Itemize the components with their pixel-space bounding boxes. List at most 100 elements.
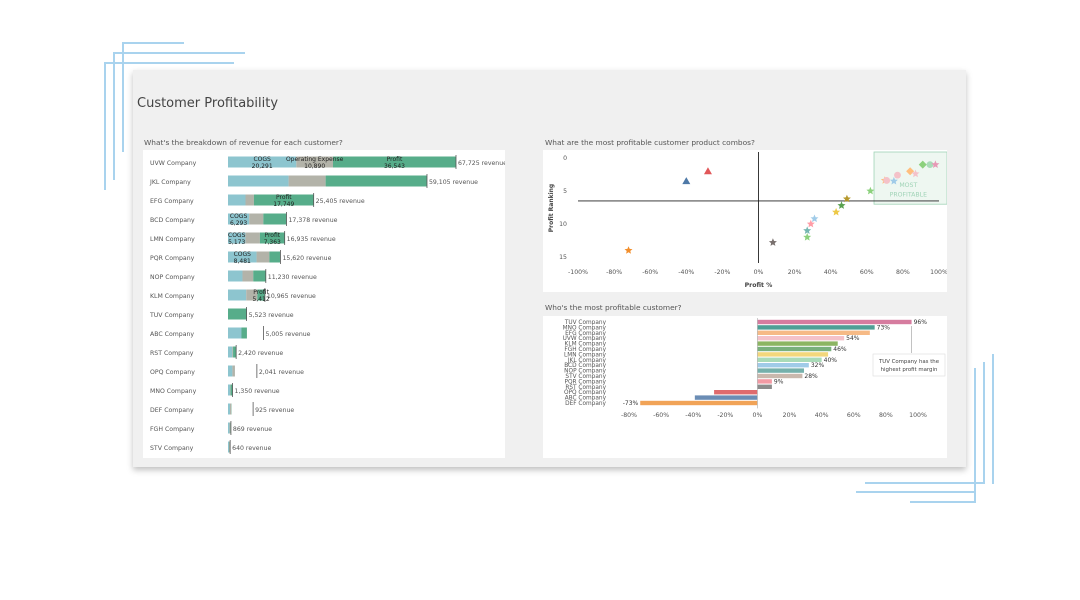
- decor-line: [122, 42, 184, 44]
- opex-bar: [245, 232, 260, 244]
- breakdown-title: What's the breakdown of revenue for each…: [144, 138, 343, 147]
- cogs-bar: [228, 327, 242, 339]
- bar-annotation-label: COGS: [228, 232, 246, 239]
- x-tick-label: 60%: [847, 412, 861, 419]
- bar-annotation-value: 6,293: [230, 220, 247, 227]
- scatter-point: [866, 186, 875, 195]
- cogs-bar: [228, 384, 231, 396]
- scatter-point: [806, 219, 815, 228]
- cogs-bar: [228, 194, 246, 206]
- margin-chart: TUV Company 96% MNO Company 73% EFG Company U…: [543, 316, 947, 458]
- y-tick-label: 5: [563, 188, 567, 195]
- category-label: KLM Company: [565, 342, 607, 348]
- category-label: RST Company: [565, 385, 606, 391]
- breakdown-chart: UVW Company 67,725 revenue JKL Company 59,1…: [143, 150, 507, 458]
- revenue-label: 25,405 revenue: [316, 198, 365, 205]
- decor-line: [865, 482, 985, 484]
- cogs-bar: [228, 232, 246, 244]
- profit-bar: [259, 232, 285, 244]
- category-label: RST Company: [150, 350, 194, 357]
- bar-annotation-label: Profit: [253, 289, 269, 296]
- margin-bar: [714, 390, 758, 395]
- x-tick-label: 60%: [860, 269, 874, 276]
- x-axis-title: Profit %: [745, 282, 773, 289]
- bar-annotation-value: 10,890: [304, 163, 325, 170]
- opex-bar: [230, 403, 232, 415]
- scatter-point: [810, 214, 819, 223]
- cogs-bar: [228, 175, 289, 187]
- decor-line: [910, 501, 976, 503]
- value-label: 9%: [774, 378, 784, 385]
- category-label: JKL Company: [149, 179, 191, 186]
- bar-annotation-label: COGS: [230, 213, 248, 220]
- revenue-label: 17,378 revenue: [288, 217, 337, 224]
- x-tick-label: -80%: [621, 412, 637, 419]
- revenue-label: 5,005 revenue: [265, 331, 310, 338]
- margin-title: Who's the most profitable customer?: [545, 303, 682, 312]
- opex-bar: [229, 441, 230, 453]
- category-label: JKL Company: [567, 358, 607, 364]
- revenue-label: 5,523 revenue: [249, 312, 294, 319]
- profit-bar: [253, 194, 314, 206]
- scatter-point: [682, 177, 691, 185]
- decor-line: [113, 52, 115, 180]
- opex-bar: [246, 289, 258, 301]
- revenue-label: 16,935 revenue: [287, 236, 336, 243]
- margin-bar: [757, 336, 845, 341]
- revenue-label: 67,725 revenue: [458, 160, 505, 167]
- category-label: KLM Company: [150, 293, 195, 300]
- x-tick-label: 80%: [896, 269, 910, 276]
- category-label: MNO Company: [563, 325, 607, 331]
- x-tick-label: -60%: [642, 269, 658, 276]
- value-label: 32%: [811, 362, 825, 369]
- category-label: BCD Company: [564, 363, 606, 369]
- decor-line: [983, 362, 985, 484]
- opex-bar: [245, 194, 254, 206]
- category-label: TUV Company: [564, 320, 607, 326]
- bar-annotation-value: 8,481: [234, 258, 251, 265]
- revenue-label: 2,420 revenue: [238, 350, 283, 357]
- x-tick-label: 80%: [879, 412, 893, 419]
- y-tick-label: 0: [563, 155, 567, 162]
- category-label: DEF Company: [150, 407, 194, 414]
- category-label: STV Company: [565, 374, 606, 380]
- category-label: ABC Company: [565, 396, 607, 402]
- category-label: BCD Company: [150, 217, 195, 224]
- decor-line: [122, 42, 124, 152]
- combos-title: What are the most profitable customer pr…: [545, 138, 755, 147]
- revenue-label: 640 revenue: [232, 445, 271, 452]
- x-tick-label: 20%: [788, 269, 802, 276]
- opex-bar: [232, 365, 235, 377]
- scatter-point: [832, 207, 841, 216]
- scatter-point: [889, 176, 898, 185]
- category-label: NOP Company: [150, 274, 195, 281]
- scatter-point: [803, 226, 812, 234]
- category-label: FGH Company: [564, 347, 606, 353]
- scatter-point: [768, 238, 777, 246]
- margin-bar: [757, 352, 829, 357]
- category-label: TUV Company: [149, 312, 194, 319]
- bar-annotation-value: 5,173: [228, 239, 245, 246]
- profit-bar: [269, 251, 281, 263]
- category-label: LMN Company: [150, 236, 195, 243]
- category-label: OPQ Company: [150, 369, 195, 376]
- y-tick-label: 15: [559, 254, 567, 261]
- margin-bar: [757, 330, 870, 335]
- x-tick-label: 0%: [753, 412, 763, 419]
- bar-annotation-label: Profit: [264, 232, 280, 239]
- opex-bar: [296, 156, 333, 168]
- profit-bar: [332, 156, 456, 168]
- profit-bar: [230, 384, 233, 396]
- opex-bar: [256, 251, 270, 263]
- opex-bar: [249, 213, 264, 225]
- scatter-point: [918, 160, 927, 169]
- quadrant-label: MOST: [899, 182, 917, 189]
- cogs-bar: [228, 156, 297, 168]
- category-label: EFG Company: [565, 331, 606, 337]
- value-label: 96%: [914, 319, 928, 326]
- category-label: EFG Company: [150, 198, 194, 205]
- category-label: UVW Company: [563, 336, 607, 342]
- scatter-point: [883, 177, 891, 184]
- combos-chart: MOST PROFITABLE -100% -80% -60% -40% -20% 0% 20%…: [543, 150, 948, 292]
- opex-bar: [232, 346, 234, 358]
